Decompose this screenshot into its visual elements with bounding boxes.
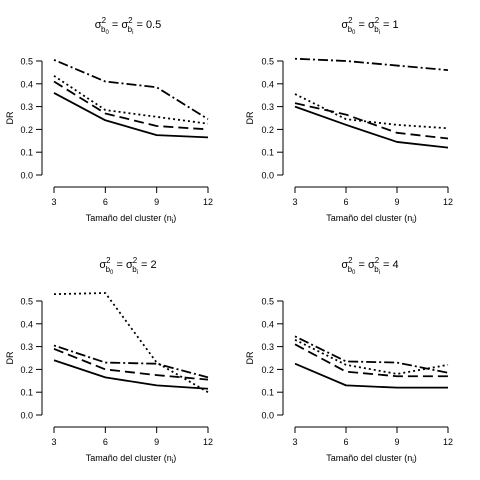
y-tick-label: 0.1 xyxy=(261,388,274,398)
chart-panel-2: 0.0 0.1 0.2 0.3 0.4 0.5 3 6 9 12 DR Tamaño del clus… xyxy=(245,16,453,225)
y-tick-label: 0.0 xyxy=(20,171,33,181)
panel-title: σ2 b0 = σ2 bi = 4 xyxy=(341,256,398,276)
x-tick-label: 6 xyxy=(343,437,348,447)
x-axis-label: Tamaño del cluster (ni) xyxy=(86,453,177,465)
y-axis-label: DR xyxy=(5,351,15,364)
y-axis-label: DR xyxy=(245,351,255,364)
series-line-dashed xyxy=(53,80,209,131)
x-tick-label: 12 xyxy=(443,197,453,207)
series-line-solid xyxy=(53,92,209,139)
y-tick-label: 0.4 xyxy=(261,79,274,89)
panel-title: σ2 b0 = σ2 bi = 0.5 xyxy=(95,16,161,36)
chart-panel-1: 0.0 0.1 0.2 0.3 0.4 0.5 3 6 9 12 DR Tamaño del clus… xyxy=(5,16,213,225)
y-tick-label: 0.5 xyxy=(20,297,33,307)
y-tick-label: 0.2 xyxy=(20,365,33,375)
series-line-dotdash xyxy=(53,59,209,120)
y-tick-label: 0.0 xyxy=(261,171,274,181)
panel-title: σ2 b0 = σ2 bi = 1 xyxy=(341,16,398,36)
y-tick-label: 0.5 xyxy=(261,297,274,307)
series-line-solid xyxy=(294,105,449,149)
series-line-dotdash xyxy=(53,344,209,379)
x-axis-label: Tamaño del cluster (ni) xyxy=(86,213,177,225)
x-tick-label: 12 xyxy=(203,437,213,447)
series-line-dashed xyxy=(294,102,449,140)
y-axis-label: DR xyxy=(5,111,15,124)
x-tick-label: 9 xyxy=(154,197,159,207)
y-axis-label: DR xyxy=(245,111,255,124)
x-tick-label: 3 xyxy=(51,197,56,207)
x-tick-label: 6 xyxy=(343,197,348,207)
y-tick-label: 0.2 xyxy=(20,125,33,135)
y-tick-label: 0.1 xyxy=(20,148,33,158)
series-line-dotted xyxy=(53,292,209,393)
y-tick-label: 0.2 xyxy=(261,365,274,375)
x-axis-label: Tamaño del cluster (ni) xyxy=(326,213,417,225)
y-tick-label: 0.3 xyxy=(261,342,274,352)
y-tick-label: 0.0 xyxy=(261,411,274,421)
chart-panel-4: 0.0 0.1 0.2 0.3 0.4 0.5 3 6 9 12 DR Tamaño del clus… xyxy=(245,256,453,465)
x-tick-label: 3 xyxy=(292,437,297,447)
y-tick-label: 0.3 xyxy=(20,102,33,112)
x-tick-label: 12 xyxy=(443,437,453,447)
series-line-solid xyxy=(53,359,209,390)
y-tick-label: 0.1 xyxy=(20,388,33,398)
y-tick-label: 0.1 xyxy=(261,148,274,158)
series-line-dashed xyxy=(294,343,448,378)
x-tick-label: 3 xyxy=(51,437,56,447)
panel-title: σ2 b0 = σ2 bi = 2 xyxy=(99,256,156,276)
x-tick-label: 6 xyxy=(103,437,108,447)
x-tick-label: 3 xyxy=(292,197,297,207)
y-tick-label: 0.4 xyxy=(20,319,33,329)
y-tick-label: 0.2 xyxy=(261,125,274,135)
x-tick-label: 6 xyxy=(103,197,108,207)
y-tick-label: 0.4 xyxy=(261,319,274,329)
x-tick-label: 9 xyxy=(394,197,399,207)
x-axis-label: Tamaño del cluster (ni) xyxy=(326,453,417,465)
y-tick-label: 0.4 xyxy=(20,79,33,89)
y-tick-label: 0.5 xyxy=(261,57,274,67)
chart-panel-3: 0.0 0.1 0.2 0.3 0.4 0.5 3 6 9 12 DR Tamaño del clus… xyxy=(5,256,213,465)
series-line-dotdash xyxy=(294,335,449,374)
series-line-dotdash xyxy=(294,57,449,72)
y-tick-label: 0.0 xyxy=(20,411,33,421)
x-tick-label: 9 xyxy=(394,437,399,447)
series-line-solid xyxy=(294,362,448,389)
series-line-dashed xyxy=(53,348,209,381)
x-tick-label: 12 xyxy=(203,197,213,207)
series-line-dotted xyxy=(53,75,209,125)
y-tick-label: 0.3 xyxy=(20,342,33,352)
y-tick-label: 0.5 xyxy=(20,57,33,67)
x-tick-label: 9 xyxy=(154,437,159,447)
y-tick-label: 0.3 xyxy=(261,102,274,112)
